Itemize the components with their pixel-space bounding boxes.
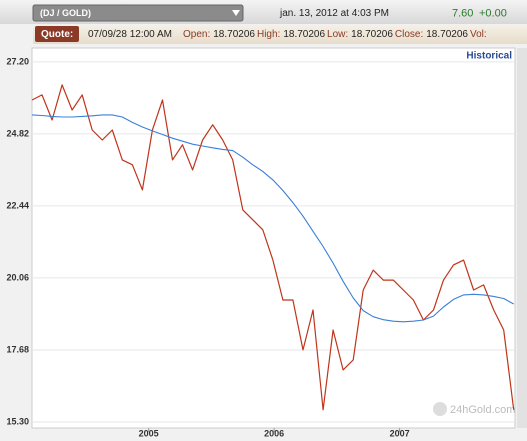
watermark: 24hGold.com: [450, 404, 515, 416]
quote-label-box: [35, 26, 79, 42]
quote-field-label: High:: [257, 29, 280, 40]
quote-field-value: 18.70206: [283, 29, 325, 40]
x-tick-label: 2006: [264, 428, 284, 438]
watermark-icon: [433, 402, 447, 416]
line-series: [31, 114, 514, 323]
datetime: jan. 13, 2012 at 4:03 PM: [279, 8, 389, 19]
quote-bar: [33, 25, 527, 44]
y-tick-label: 22.44: [6, 200, 29, 210]
plot-area: [31, 47, 516, 429]
y-tick-label: 27.20: [6, 56, 29, 66]
quote-field-label: Low:: [327, 29, 348, 40]
quote-field-value: 18.70206: [213, 29, 255, 40]
x-tick-label: 2007: [390, 428, 410, 438]
symbol-box[interactable]: [32, 4, 244, 22]
symbol: (DJ / GOLD): [40, 8, 91, 18]
historical-link[interactable]: Historical: [466, 51, 512, 62]
y-tick-label: 20.06: [6, 272, 29, 282]
y-tick-label: 24.82: [6, 128, 29, 138]
quote-field-label: Vol:: [470, 29, 487, 40]
x-tick-label: 2005: [139, 428, 159, 438]
quote-field-value: 18.70206: [351, 29, 393, 40]
y-tick-label: 17.68: [6, 344, 29, 354]
y-tick-label: 15.30: [6, 416, 29, 426]
line-series: [31, 84, 515, 411]
quote-field-label: Close:: [395, 29, 423, 40]
price: 7.60: [452, 7, 473, 19]
quote-date: 07/09/28 12:00 AM: [88, 29, 172, 40]
scrollbar[interactable]: [517, 48, 527, 428]
quote-field-value: 18.70206: [426, 29, 468, 40]
dropdown-arrow[interactable]: [232, 10, 240, 16]
quote-label: Quote:: [41, 29, 73, 40]
change: +0.00: [479, 7, 507, 19]
quote-field-label: Open:: [183, 29, 210, 40]
